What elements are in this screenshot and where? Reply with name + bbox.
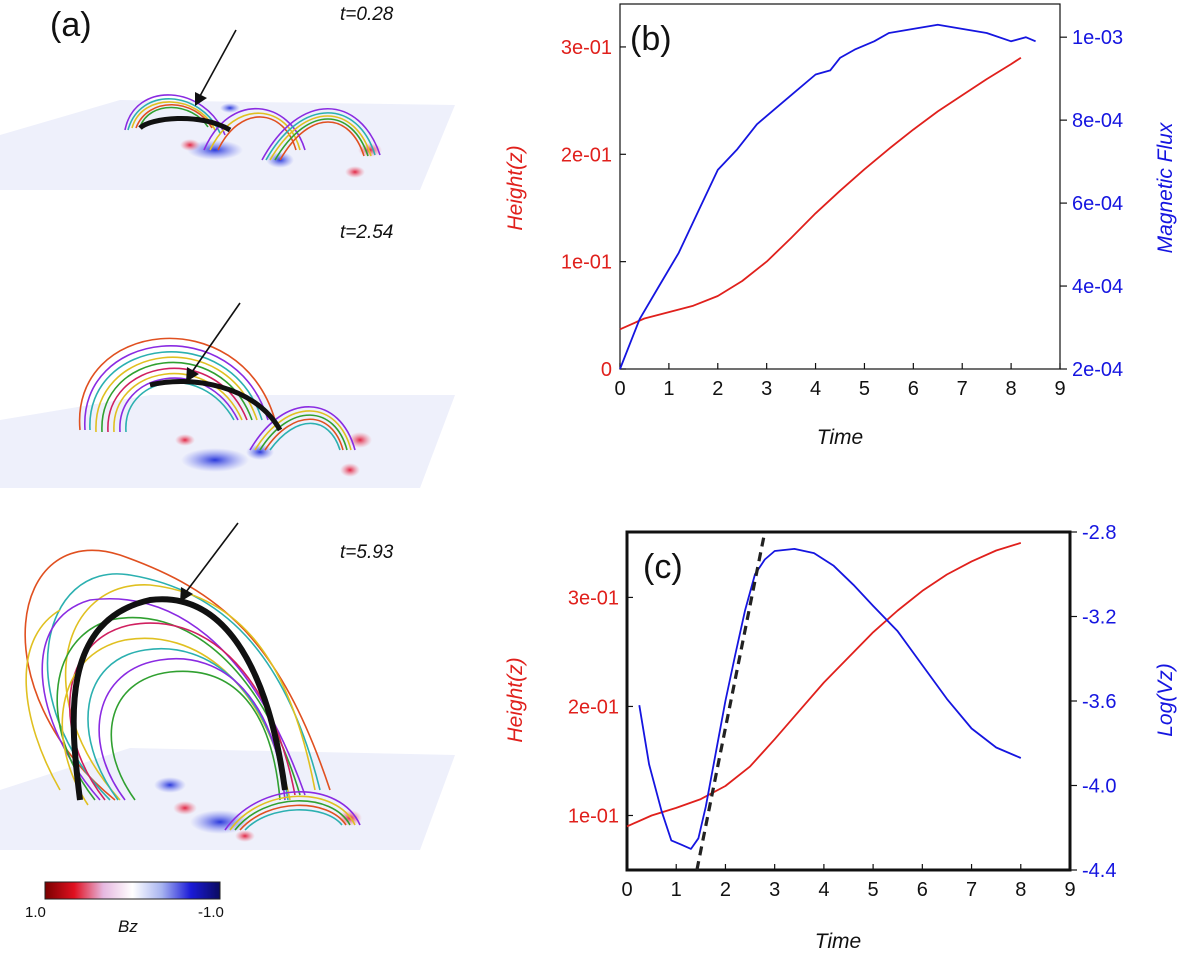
- chart-c-xtick-label: 2: [720, 879, 731, 901]
- chart-c-ylabel-left: Height(z): [504, 657, 527, 742]
- chart-b-xlabel: Time: [817, 426, 863, 449]
- colorbar-max-label: -1.0: [198, 904, 224, 921]
- chart-c-plot-area: [625, 530, 1072, 872]
- chart-b-xtick-label: 2: [712, 378, 723, 400]
- chart-b-panel-label: (b): [630, 20, 672, 58]
- chart-b-xtick-label: 8: [1006, 378, 1017, 400]
- chart-c-series-height: [626, 542, 1022, 828]
- snapshot-2-image: [0, 337, 455, 488]
- chart-c-ylabel-right: Log(Vz): [1154, 663, 1177, 737]
- chart-c-xtick-label: 9: [1064, 879, 1075, 901]
- colorbar-min-label: 1.0: [25, 904, 46, 921]
- chart-b-xtick-label: 1: [663, 378, 674, 400]
- chart-c-xtick-label: 4: [818, 879, 829, 901]
- chart-b-ytick-right-label: 6e-04: [1072, 193, 1123, 215]
- chart-b: (b) Time Height(z) Magnetic Flux 0 1 2 3 4 5 6…: [504, 3, 1177, 449]
- chart-c-ytick-right-label: -3.2: [1082, 607, 1116, 629]
- chart-c-panel-label: (c): [643, 548, 683, 586]
- chart-c-xtick-label: 1: [671, 879, 682, 901]
- chart-c: (c) Time Height(z) Log(Vz) 0 1 2 3 4 5 6 7 8 9 1e-…: [504, 522, 1177, 953]
- chart-b-series-magnetic-flux: [619, 23, 1036, 370]
- chart-c-xtick-label: 5: [868, 879, 879, 901]
- chart-c-ytick-left-label: 3e-01: [568, 587, 619, 609]
- chart-b-ylabel-right: Magnetic Flux: [1154, 121, 1177, 253]
- chart-c-xtick-label: 3: [769, 879, 780, 901]
- chart-c-ytick-right-label: -4.0: [1082, 776, 1116, 798]
- snapshot-2-time: t=2.54: [340, 222, 393, 243]
- snapshot-1-image: [0, 94, 455, 190]
- chart-b-ytick-right-label: 4e-04: [1072, 276, 1123, 298]
- chart-b-ytick-left-label: 0: [601, 359, 612, 381]
- chart-b-xtick-label: 5: [859, 378, 870, 400]
- chart-c-series-log-vz: [638, 548, 1022, 850]
- chart-b-ytick-right-label: 8e-04: [1072, 110, 1123, 132]
- chart-b-xtick-label: 3: [761, 378, 772, 400]
- chart-b-series-height: [619, 56, 1022, 331]
- chart-c-xlabel: Time: [815, 930, 861, 953]
- chart-c-xtick-label: 8: [1015, 879, 1026, 901]
- chart-c-xtick-label: 0: [621, 879, 632, 901]
- chart-c-ytick-right-label: -4.4: [1082, 860, 1116, 882]
- snapshot-2-arrow: [186, 302, 241, 382]
- chart-b-ytick-right-label: 2e-04: [1072, 359, 1123, 381]
- chart-b-ytick-left-label: 2e-01: [561, 144, 612, 166]
- chart-b-xtick-label: 0: [614, 378, 625, 400]
- chart-b-ytick-left-label: 1e-01: [561, 252, 612, 274]
- chart-b-xtick-label: 7: [957, 378, 968, 400]
- chart-b-plot-area: [619, 3, 1061, 370]
- snapshot-3-image: [0, 549, 455, 850]
- snapshot-1-time: t=0.28: [340, 4, 394, 25]
- snapshot-3-arrow: [180, 522, 239, 602]
- chart-c-xtick-label: 6: [917, 879, 928, 901]
- chart-b-ytick-right-label: 1e-03: [1072, 27, 1123, 49]
- colorbar: [44, 881, 221, 900]
- chart-b-ylabel-left: Height(z): [504, 145, 527, 230]
- snapshot-1-arrow: [195, 29, 237, 106]
- chart-c-series-fit: [695, 531, 767, 871]
- panel-a-label: (a): [50, 6, 92, 44]
- chart-c-ytick-right-label: -3.6: [1082, 691, 1116, 713]
- colorbar-title: Bz: [118, 917, 138, 936]
- chart-c-ytick-left-label: 1e-01: [568, 805, 619, 827]
- chart-b-xtick-label: 9: [1054, 378, 1065, 400]
- chart-b-xtick-label: 6: [908, 378, 919, 400]
- chart-b-ytick-left-label: 3e-01: [561, 37, 612, 59]
- chart-c-ytick-left-label: 2e-01: [568, 696, 619, 718]
- chart-c-xtick-label: 7: [966, 879, 977, 901]
- chart-b-xtick-label: 4: [810, 378, 821, 400]
- snapshot-3-time: t=5.93: [340, 542, 394, 563]
- chart-c-ytick-right-label: -2.8: [1082, 522, 1116, 544]
